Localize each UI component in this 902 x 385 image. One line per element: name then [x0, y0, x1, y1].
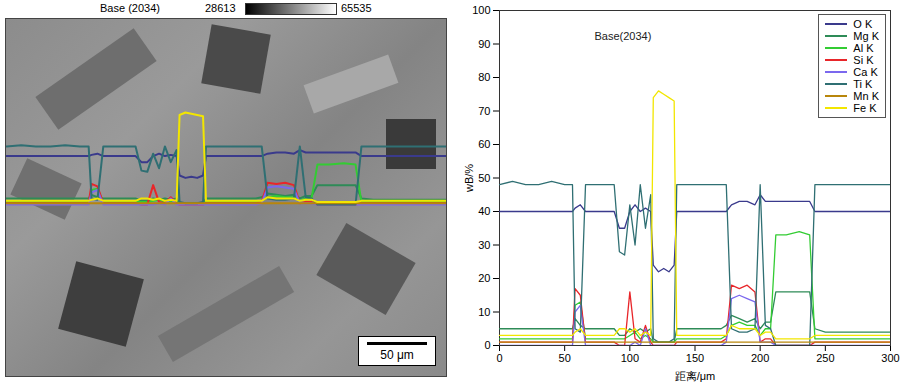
html-text:Al K: Al K [853, 42, 874, 54]
svg-text:100: 100 [621, 352, 639, 364]
svg-text:距离/μm: 距离/μm [675, 370, 716, 382]
svg-text:10: 10 [478, 306, 490, 318]
html-text:Fe K: Fe K [853, 102, 877, 114]
svg-text:70: 70 [478, 105, 490, 117]
html-text:Si K: Si K [853, 54, 874, 66]
html-text:28613: 28613 [205, 2, 236, 14]
svg-text:300: 300 [881, 352, 899, 364]
svg-text:50: 50 [478, 172, 490, 184]
svg-text:0: 0 [496, 352, 502, 364]
svg-text:60: 60 [478, 138, 490, 150]
svg-text:150: 150 [686, 352, 704, 364]
svg-text:wB/%: wB/% [463, 164, 475, 193]
svg-text:30: 30 [478, 239, 490, 251]
svg-text:50: 50 [559, 352, 571, 364]
svg-text:0: 0 [484, 339, 490, 351]
svg-text:80: 80 [478, 71, 490, 83]
svg-text:Base(2034): Base(2034) [595, 30, 652, 42]
svg-text:20: 20 [478, 272, 490, 284]
html-text:O K: O K [853, 18, 873, 30]
html-text:Mn K: Mn K [853, 90, 879, 102]
svg-text:90: 90 [478, 38, 490, 50]
html-text:Mg K: Mg K [853, 30, 879, 42]
html-text:Ca K: Ca K [853, 66, 878, 78]
svg-text:200: 200 [751, 352, 769, 364]
html-text:65535: 65535 [341, 2, 372, 14]
svg-text:100: 100 [472, 4, 490, 16]
html-text:50 μm: 50 μm [380, 348, 414, 362]
html-text:Base (2034): Base (2034) [100, 2, 160, 14]
html-text:Ti K: Ti K [853, 78, 873, 90]
svg-text:250: 250 [816, 352, 834, 364]
svg-text:40: 40 [478, 205, 490, 217]
